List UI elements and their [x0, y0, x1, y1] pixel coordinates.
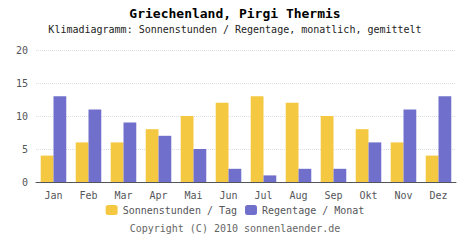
svg-text:Apr: Apr — [149, 190, 167, 201]
svg-text:Copyright (C) 2010 sonnenlaend: Copyright (C) 2010 sonnenlaender.de — [130, 223, 341, 234]
svg-text:Aug: Aug — [289, 190, 307, 201]
svg-text:Jun: Jun — [219, 190, 237, 201]
svg-text:5: 5 — [22, 144, 28, 155]
svg-text:Okt: Okt — [359, 190, 377, 201]
svg-text:Mai: Mai — [184, 190, 202, 201]
svg-text:10: 10 — [16, 111, 28, 122]
svg-text:Sep: Sep — [324, 190, 342, 201]
svg-text:0: 0 — [22, 177, 28, 188]
svg-text:Feb: Feb — [79, 190, 97, 201]
svg-text:Jan: Jan — [44, 190, 62, 201]
svg-text:Regentage / Monat: Regentage / Monat — [262, 205, 364, 216]
svg-text:Griechenland, Pirgi Thermis: Griechenland, Pirgi Thermis — [129, 6, 340, 21]
svg-text:Nov: Nov — [394, 190, 412, 201]
svg-text:15: 15 — [16, 78, 28, 89]
svg-text:Dez: Dez — [429, 190, 447, 201]
svg-text:20: 20 — [16, 45, 28, 56]
svg-text:Jul: Jul — [254, 190, 272, 201]
svg-text:Klimadiagramm: Sonnenstunden /: Klimadiagramm: Sonnenstunden / Regentage… — [48, 24, 421, 35]
svg-text:Sonnenstunden / Tag: Sonnenstunden / Tag — [123, 205, 237, 216]
svg-text:Mar: Mar — [114, 190, 132, 201]
